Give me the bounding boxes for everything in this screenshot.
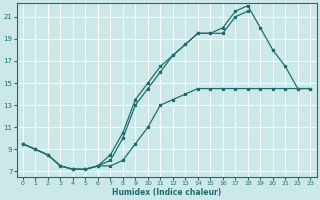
X-axis label: Humidex (Indice chaleur): Humidex (Indice chaleur) [112, 188, 221, 197]
